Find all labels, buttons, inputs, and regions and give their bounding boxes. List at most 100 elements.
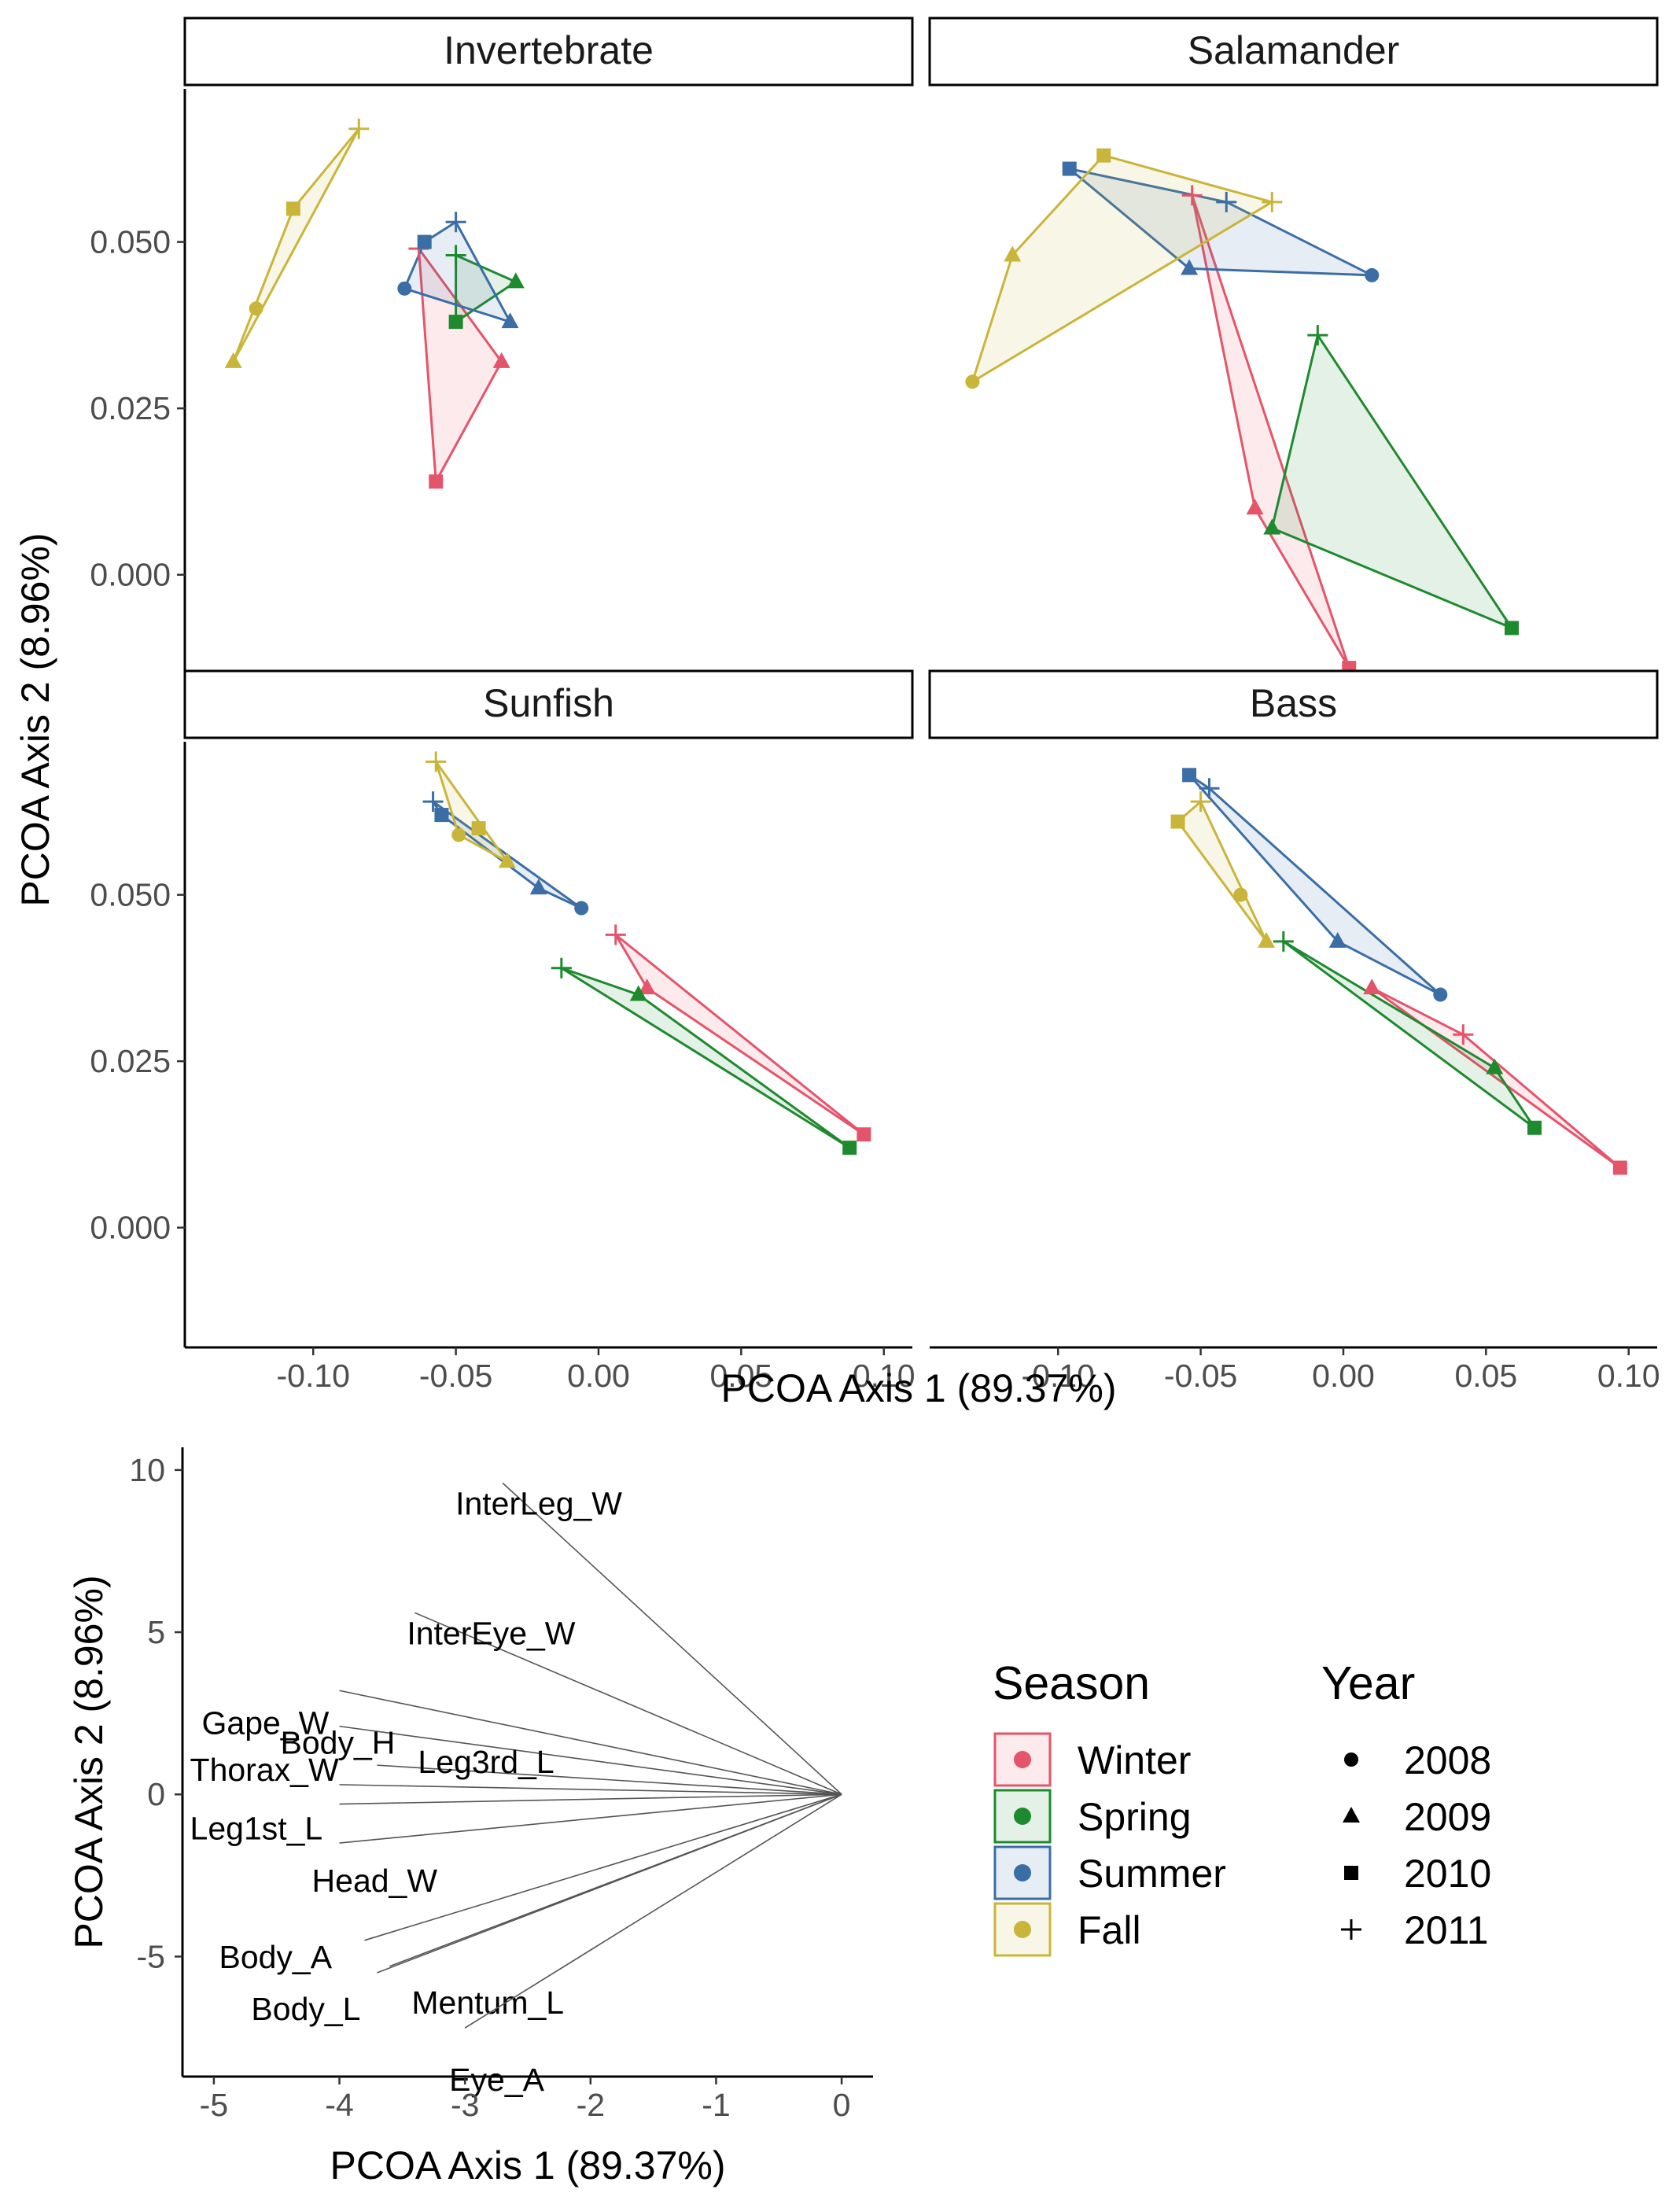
- biplot-x-tick-label-2: -3: [451, 2087, 479, 2123]
- vector-leg1st-l: [339, 1793, 842, 1805]
- hull-sunfish-spring: [560, 967, 851, 1149]
- hull-bass-spring: [1282, 940, 1536, 1130]
- biplot-x-tick-label-5: 0: [833, 2087, 851, 2123]
- point-bass-winter-2009: [1363, 979, 1381, 995]
- point-salamander-spring-2011: [1307, 325, 1328, 346]
- legend-marker-2008: [1344, 1753, 1358, 1767]
- trait-biplot: InterLeg_W InterEye_W Gape_WBody_HThorax_W…: [67, 1447, 873, 2187]
- y-tick-label-sunfish-0: 0.000: [90, 1210, 171, 1246]
- vector-head-w: [339, 1793, 842, 1844]
- point-bass-spring-2011: [1273, 931, 1294, 952]
- hull-sunfish-winter: [614, 933, 865, 1136]
- point-sunfish-summer-2011: [422, 791, 444, 813]
- x-tick-label-bass-1: -0.05: [1164, 1358, 1237, 1394]
- hull-invertebrate-fall: [232, 127, 360, 363]
- legend-marker-2011: [1341, 1919, 1361, 1940]
- legend-dot-summer: [1014, 1864, 1031, 1882]
- x-tick-label-bass-3: 0.05: [1454, 1358, 1517, 1394]
- point-sunfish-fall-2010: [471, 821, 486, 835]
- vector-eye-a: [464, 1793, 842, 2029]
- legend: Season Year Winter Spring Summer Fall 2008 2009…: [993, 1657, 1491, 1957]
- vector-label-thorax-w: Thorax_W: [190, 1752, 339, 1788]
- point-bass-summer-2010: [1182, 768, 1197, 783]
- point-salamander-summer-2009: [1181, 259, 1199, 275]
- facet-y-axis-title: PCOA Axis 2 (8.96%): [13, 533, 57, 906]
- legend-marker-2010: [1344, 1866, 1358, 1880]
- point-sunfish-fall-2009: [498, 852, 516, 868]
- point-sunfish-spring-2009: [629, 985, 647, 1001]
- point-sunfish-winter-2009: [638, 979, 656, 995]
- vector-thorax-w: [339, 1784, 842, 1796]
- vector-body-h: [339, 1725, 842, 1796]
- point-salamander-fall-2009: [1004, 245, 1022, 262]
- legend-dot-fall: [1014, 1921, 1031, 1938]
- point-sunfish-summer-2008: [574, 901, 589, 916]
- legend-label-summer: Summer: [1078, 1852, 1226, 1896]
- point-salamander-summer-2010: [1062, 161, 1077, 176]
- hull-bass-winter: [1370, 986, 1622, 1170]
- point-salamander-winter-2011: [1181, 185, 1203, 206]
- point-invertebrate-summer-2010: [417, 234, 432, 249]
- point-sunfish-fall-2008: [451, 827, 466, 842]
- vector-label-intereye-w: InterEye_W: [407, 1615, 575, 1651]
- point-salamander-spring-2010: [1505, 621, 1519, 636]
- strip-invertebrate: [183, 17, 914, 87]
- point-salamander-fall-2010: [1096, 148, 1111, 163]
- point-invertebrate-summer-2008: [397, 281, 412, 296]
- point-salamander-summer-2008: [1365, 267, 1380, 282]
- point-sunfish-winter-2010: [857, 1127, 871, 1142]
- vector-leg3rd-l: [377, 1764, 842, 1796]
- biplot-x-tick-label-3: -2: [577, 2087, 605, 2123]
- point-sunfish-summer-2010: [434, 808, 449, 823]
- strip-label-sunfish: Sunfish: [483, 681, 614, 725]
- point-invertebrate-fall-2011: [348, 118, 370, 139]
- strip-salamander: [928, 17, 1659, 87]
- panel-sunfish: Sunfish 0.000 0.025 0.050 -0.10 -0.05 0.00 0.05…: [90, 669, 916, 1394]
- point-bass-spring-2009: [1486, 1058, 1504, 1074]
- biplot-y-tick-label-3: 10: [129, 1452, 165, 1488]
- hull-bass-fall: [1177, 800, 1268, 943]
- point-bass-summer-2008: [1433, 987, 1448, 1002]
- vector-mentum-l: [389, 1793, 842, 1967]
- point-invertebrate-fall-2010: [286, 201, 300, 216]
- x-tick-label-bass-0: -0.10: [1022, 1358, 1095, 1394]
- vector-label-interleg-w: InterLeg_W: [455, 1485, 622, 1521]
- facet-plot: Invertebrate 0.000 0.025 0.050 Salamander Sun…: [13, 17, 1660, 1410]
- point-invertebrate-spring-2011: [445, 245, 466, 266]
- point-sunfish-spring-2011: [551, 957, 572, 979]
- biplot-y-axis-title: PCOA Axis 2 (8.96%): [67, 1575, 111, 1948]
- strip-label-invertebrate: Invertebrate: [444, 28, 654, 72]
- point-invertebrate-fall-2009: [224, 352, 242, 368]
- legend-dot-winter: [1014, 1751, 1031, 1768]
- point-bass-fall-2011: [1190, 791, 1211, 813]
- biplot-x-axis-title: PCOA Axis 1 (89.37%): [330, 2143, 725, 2187]
- legend-dot-spring: [1014, 1808, 1031, 1825]
- point-salamander-summer-2011: [1216, 191, 1237, 212]
- vector-interleg-w: [502, 1482, 842, 1795]
- legend-label-fall: Fall: [1078, 1908, 1141, 1952]
- hull-invertebrate-spring: [455, 254, 518, 323]
- panel-invertebrate: Invertebrate 0.000 0.025 0.050: [90, 17, 914, 695]
- vector-label-leg3rd-l: Leg3rd_L: [418, 1744, 554, 1780]
- legend-marker-2009: [1343, 1807, 1360, 1823]
- strip-bass: [928, 669, 1659, 739]
- point-bass-spring-2010: [1527, 1120, 1542, 1135]
- legend-label-spring: Spring: [1078, 1795, 1192, 1839]
- vector-label-body-h: Body_H: [281, 1725, 396, 1761]
- point-bass-fall-2009: [1258, 931, 1276, 948]
- strip-label-salamander: Salamander: [1188, 28, 1400, 72]
- legend-year-label-2008: 2008: [1404, 1738, 1491, 1782]
- y-tick-label-invertebrate-2: 0.050: [90, 224, 171, 260]
- x-tick-label-bass-2: 0.00: [1312, 1358, 1375, 1394]
- vector-label-head-w: Head_W: [312, 1863, 438, 1899]
- point-invertebrate-winter-2009: [492, 352, 510, 368]
- point-sunfish-winter-2011: [605, 924, 626, 945]
- point-sunfish-summer-2009: [529, 879, 547, 895]
- point-bass-fall-2008: [1233, 887, 1248, 902]
- biplot-x-tick-label-1: -4: [325, 2087, 353, 2123]
- hull-sunfish-fall: [434, 760, 509, 863]
- vector-label-gape-w: Gape_W: [202, 1705, 330, 1741]
- x-tick-label-sunfish-4: 0.10: [853, 1358, 916, 1394]
- legend-year-title: Year: [1321, 1657, 1415, 1709]
